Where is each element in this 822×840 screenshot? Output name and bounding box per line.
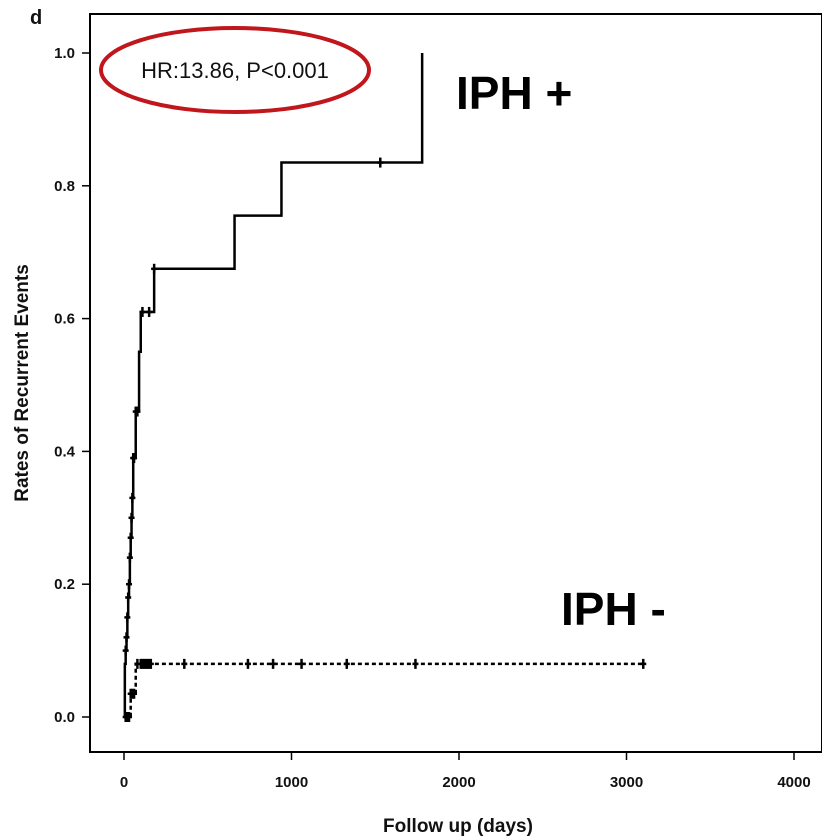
y-tick-label: 0.8 <box>54 178 75 195</box>
x-tick-label: 0 <box>120 774 128 791</box>
series-iph-positive <box>122 53 424 719</box>
x-tick-label: 2000 <box>442 774 475 791</box>
y-tick-label: 0.6 <box>54 311 75 328</box>
x-tick-label: 1000 <box>275 774 308 791</box>
x-axis-title: Follow up (days) <box>383 816 533 837</box>
x-tick-label: 4000 <box>777 774 810 791</box>
plot-frame <box>89 13 822 753</box>
y-tick-label: 0.2 <box>54 576 75 593</box>
series-layer <box>122 53 647 722</box>
y-axis-title: Rates of Recurrent Events <box>12 264 33 502</box>
stat-highlight-ellipse <box>99 26 371 114</box>
y-tick-label: 1.0 <box>54 45 75 62</box>
y-tick-label: 0.0 <box>54 709 75 726</box>
series-iph-negative <box>122 658 647 722</box>
y-tick-label: 0.4 <box>54 443 76 460</box>
series-line-iph-positive <box>123 53 424 719</box>
y-axis-ticks: 0.0 0.2 0.4 0.6 0.8 1.0 <box>54 45 90 726</box>
panel-letter: d <box>30 7 42 29</box>
x-tick-label: 3000 <box>610 774 643 791</box>
series-label-iph-negative: IPH - <box>561 583 666 635</box>
x-axis-ticks: 0 1000 2000 3000 4000 <box>120 752 811 791</box>
hazard-ratio-annotation: HR:13.86, P<0.001 <box>141 58 329 83</box>
series-line-iph-negative <box>124 662 644 719</box>
series-label-iph-positive: IPH + <box>456 67 572 119</box>
